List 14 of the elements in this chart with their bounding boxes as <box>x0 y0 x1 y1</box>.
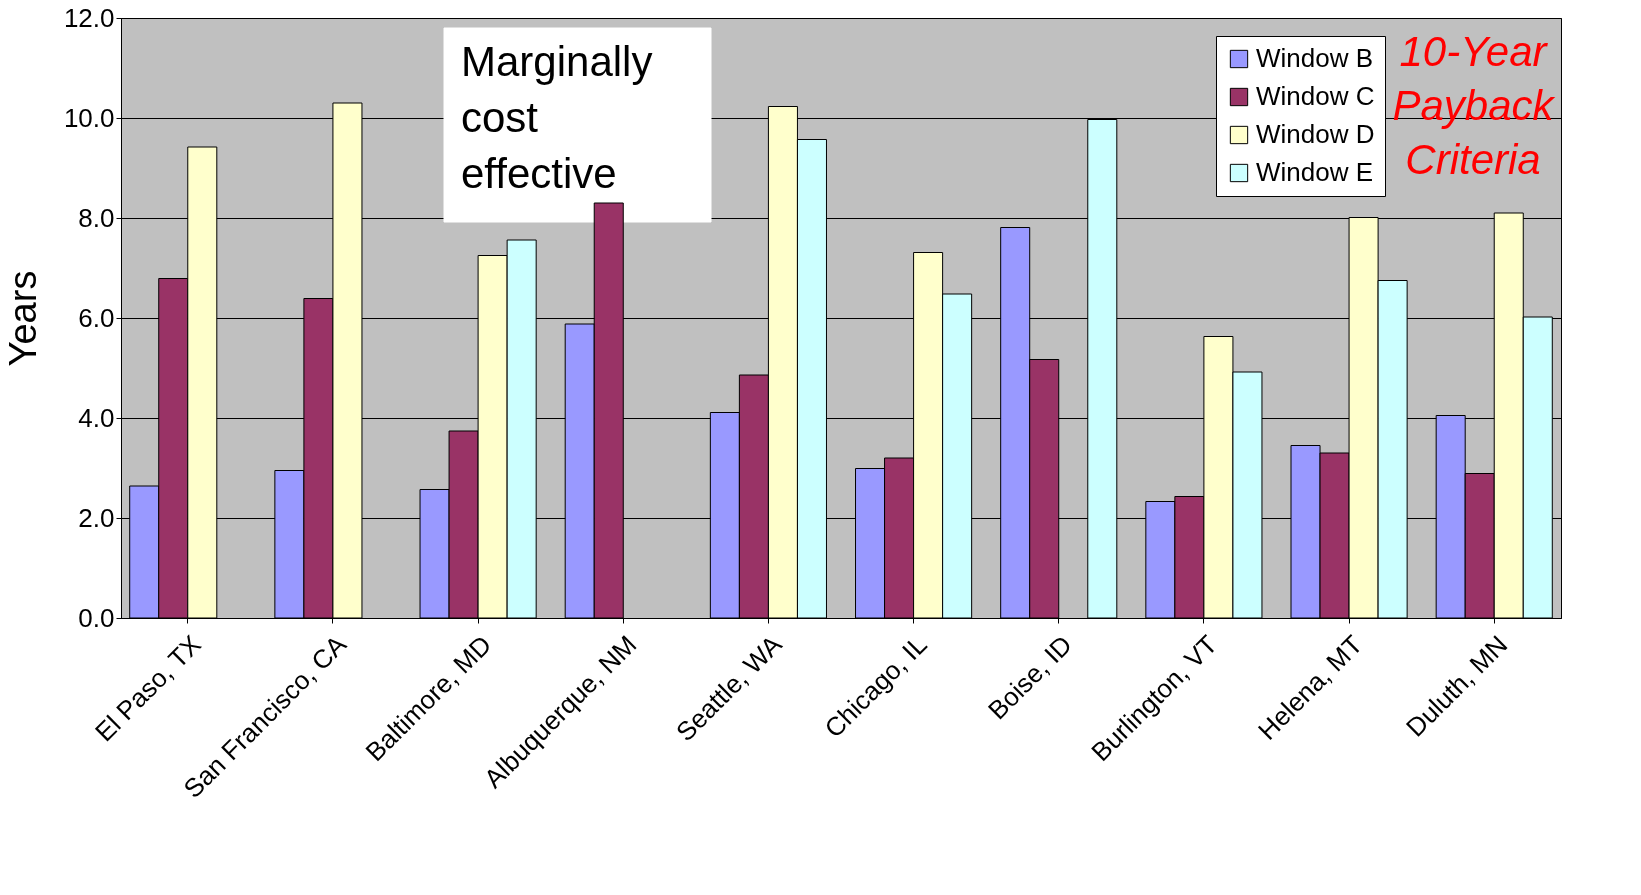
y-tick-label: 12.0 <box>63 2 115 33</box>
y-tick-label: 0.0 <box>78 602 115 633</box>
y-tick-label: 2.0 <box>78 502 115 533</box>
annotation: 10-Year Payback Criteria <box>1392 28 1556 183</box>
y-tick-label: 8.0 <box>78 202 115 233</box>
legend-label: Window C <box>1256 81 1375 111</box>
y-tick-label: 6.0 <box>78 302 115 333</box>
y-axis-title: Years <box>1 270 44 367</box>
legend-label: Window B <box>1256 43 1374 73</box>
legend-label: Window D <box>1256 119 1375 149</box>
legend-label: Window E <box>1256 157 1374 187</box>
y-tick-label: 10.0 <box>63 102 115 133</box>
annotation: Marginally cost effective <box>461 38 653 197</box>
y-tick-label: 4.0 <box>78 402 115 433</box>
